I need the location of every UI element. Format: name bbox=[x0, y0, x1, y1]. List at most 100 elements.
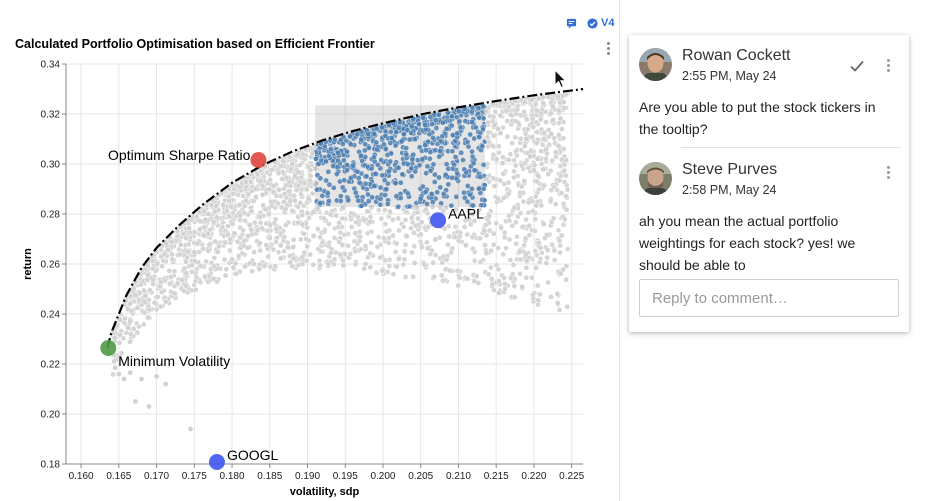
selected-portfolio-point bbox=[341, 157, 347, 164]
portfolio-point bbox=[352, 261, 359, 268]
portfolio-point bbox=[462, 242, 469, 249]
portfolio-point bbox=[249, 268, 256, 275]
portfolio-point bbox=[532, 216, 539, 223]
portfolio-point bbox=[197, 279, 204, 286]
x-tick-label: 0.180 bbox=[220, 471, 245, 482]
selected-portfolio-point bbox=[386, 168, 392, 175]
portfolio-point bbox=[301, 180, 308, 186]
selected-portfolio-point bbox=[465, 143, 472, 150]
portfolio-point bbox=[547, 198, 554, 205]
highlight-point bbox=[100, 340, 117, 356]
reply-input[interactable] bbox=[639, 279, 899, 317]
portfolio-point bbox=[161, 251, 168, 258]
portfolio-point bbox=[483, 232, 490, 239]
avatar[interactable] bbox=[639, 48, 672, 81]
selected-portfolio-point bbox=[460, 157, 466, 163]
portfolio-point bbox=[247, 260, 253, 267]
portfolio-point bbox=[214, 214, 220, 221]
portfolio-point bbox=[273, 225, 279, 232]
portfolio-point bbox=[267, 177, 273, 183]
portfolio-point bbox=[301, 249, 308, 256]
selected-portfolio-point bbox=[479, 143, 486, 150]
portfolio-point bbox=[181, 288, 187, 294]
portfolio-point bbox=[446, 233, 453, 240]
portfolio-point bbox=[430, 259, 437, 266]
selected-portfolio-point bbox=[384, 201, 391, 207]
portfolio-point bbox=[560, 135, 567, 142]
portfolio-point bbox=[321, 215, 327, 222]
selected-portfolio-point bbox=[355, 197, 362, 204]
selected-portfolio-point bbox=[365, 131, 372, 137]
avatar[interactable] bbox=[639, 162, 672, 195]
portfolio-point bbox=[169, 251, 175, 258]
portfolio-point bbox=[511, 174, 517, 181]
portfolio-point bbox=[165, 246, 172, 253]
selected-portfolio-point bbox=[464, 183, 471, 189]
portfolio-point bbox=[146, 287, 153, 293]
portfolio-point bbox=[490, 230, 497, 237]
portfolio-point bbox=[549, 157, 555, 164]
portfolio-point bbox=[506, 217, 513, 224]
portfolio-point bbox=[212, 208, 219, 215]
portfolio-point bbox=[533, 202, 540, 209]
portfolio-point bbox=[543, 155, 549, 162]
selected-portfolio-point bbox=[319, 192, 326, 199]
portfolio-point bbox=[258, 225, 265, 232]
comment-menu-button[interactable] bbox=[883, 57, 893, 75]
selected-portfolio-point bbox=[347, 133, 353, 140]
selected-portfolio-point bbox=[476, 114, 483, 121]
portfolio-point bbox=[130, 325, 137, 332]
portfolio-point bbox=[531, 162, 538, 169]
portfolio-point bbox=[386, 263, 393, 269]
portfolio-point bbox=[446, 267, 453, 274]
comment-menu-button[interactable] bbox=[883, 164, 893, 182]
portfolio-point bbox=[502, 285, 508, 292]
selected-portfolio-point bbox=[337, 198, 344, 204]
portfolio-point bbox=[464, 231, 471, 238]
portfolio-point bbox=[531, 167, 537, 174]
selected-portfolio-point bbox=[377, 201, 384, 208]
portfolio-point bbox=[297, 236, 304, 243]
selected-portfolio-point bbox=[422, 121, 428, 128]
portfolio-point bbox=[414, 205, 421, 211]
portfolio-point bbox=[529, 134, 536, 140]
portfolio-point bbox=[554, 290, 561, 297]
portfolio-point bbox=[361, 265, 367, 272]
version-badge[interactable]: V4 bbox=[587, 17, 614, 29]
portfolio-point bbox=[452, 223, 459, 230]
chart-menu-button[interactable] bbox=[603, 40, 613, 60]
portfolio-point bbox=[191, 258, 198, 264]
portfolio-point bbox=[174, 280, 181, 287]
efficient-frontier-chart[interactable]: 0.18 0.20 0.22 0.24 0.26 0.28 0.30 0.32 0.34 0.16… bbox=[0, 55, 615, 501]
portfolio-point bbox=[517, 135, 524, 142]
portfolio-point bbox=[394, 263, 400, 270]
portfolio-point bbox=[336, 239, 343, 245]
selected-portfolio-point bbox=[448, 202, 455, 209]
selected-portfolio-point bbox=[326, 198, 332, 204]
portfolio-point bbox=[157, 279, 164, 286]
portfolio-point bbox=[254, 171, 261, 178]
portfolio-point bbox=[240, 193, 246, 199]
portfolio-point bbox=[127, 339, 133, 345]
comment-icon[interactable] bbox=[566, 18, 577, 29]
portfolio-point bbox=[362, 243, 369, 249]
portfolio-point bbox=[272, 263, 279, 269]
portfolio-point bbox=[214, 249, 221, 255]
portfolio-point bbox=[538, 161, 545, 167]
portfolio-point bbox=[121, 376, 127, 382]
selected-portfolio-point bbox=[326, 152, 332, 159]
portfolio-point bbox=[149, 265, 156, 272]
selected-portfolio-point bbox=[480, 185, 487, 192]
portfolio-point bbox=[311, 181, 318, 188]
portfolio-point bbox=[174, 233, 181, 240]
portfolio-point bbox=[145, 272, 151, 278]
portfolio-point bbox=[400, 261, 407, 268]
portfolio-point bbox=[514, 152, 520, 159]
selected-portfolio-point bbox=[378, 157, 385, 163]
portfolio-point bbox=[183, 258, 189, 265]
portfolio-point bbox=[535, 172, 541, 179]
check-icon[interactable] bbox=[848, 57, 866, 75]
portfolio-point bbox=[517, 270, 523, 277]
selected-portfolio-point bbox=[429, 199, 436, 205]
portfolio-point bbox=[520, 198, 527, 205]
